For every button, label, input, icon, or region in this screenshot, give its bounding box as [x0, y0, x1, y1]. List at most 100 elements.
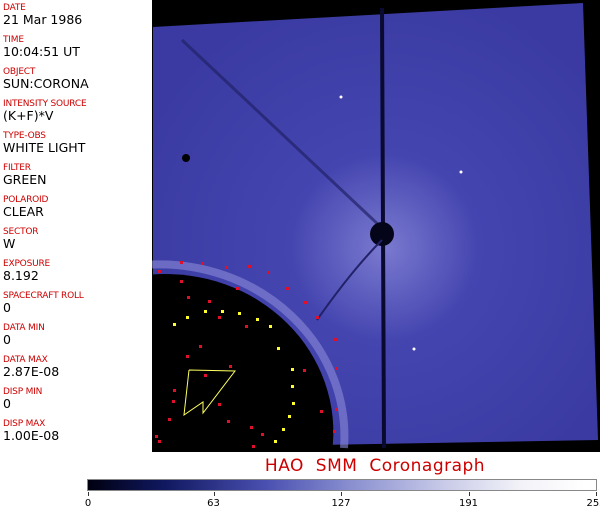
- red-marker: [229, 365, 232, 368]
- yellow-marker: [256, 318, 259, 321]
- yellow-marker: [282, 428, 285, 431]
- field-value: SUN:CORONA: [3, 76, 89, 91]
- star: [459, 170, 463, 174]
- red-marker: [316, 316, 319, 319]
- colorbar-tick-label: 255: [586, 498, 600, 509]
- streamer-edge: [316, 239, 383, 321]
- red-marker: [173, 389, 176, 392]
- field-label: SECTOR: [3, 227, 39, 237]
- coronagraph-image: [152, 0, 600, 452]
- field-filter: FILTER GREEN: [3, 163, 47, 187]
- colorbar-tick-label: 127: [331, 498, 351, 509]
- occulter-halo: [152, 260, 349, 449]
- red-marker: [236, 287, 239, 290]
- yellow-marker: [292, 402, 295, 405]
- dark-spot: [182, 154, 190, 162]
- field-exposure: EXPOSURE 8.192: [3, 259, 50, 283]
- field-disp-max: DISP MAX 1.00E-08: [3, 419, 59, 443]
- red-marker: [199, 345, 202, 348]
- red-marker: [168, 418, 171, 421]
- field-label: EXPOSURE: [3, 259, 51, 269]
- field-label: DISP MIN: [3, 387, 43, 397]
- field-disp-min: DISP MIN 0: [3, 387, 42, 411]
- red-marker: [335, 408, 338, 411]
- instrument-title: HAO SMM Coronagraph: [264, 456, 486, 476]
- red-marker: [334, 338, 337, 341]
- red-marker: [245, 325, 248, 328]
- field-value: 0: [3, 332, 11, 347]
- red-marker: [267, 271, 270, 274]
- field-label: SPACECRAFT ROLL: [3, 291, 84, 301]
- field-value: WHITE LIGHT: [3, 140, 86, 155]
- red-marker: [261, 433, 264, 436]
- red-marker: [335, 367, 338, 370]
- yellow-marker: [173, 323, 176, 326]
- field-label: DATA MIN: [3, 323, 45, 333]
- field-value: 21 Mar 1986: [3, 12, 83, 27]
- red-marker: [250, 426, 253, 429]
- field-time: TIME 10:04:51 UT: [3, 35, 80, 59]
- red-marker: [218, 403, 221, 406]
- field-type-obs: TYPE-OBS WHITE LIGHT: [3, 131, 85, 155]
- field-sector: SECTOR W: [3, 227, 39, 251]
- field-spacecraft-roll: SPACECRAFT ROLL 0: [3, 291, 84, 315]
- field-object: OBJECT SUN:CORONA: [3, 67, 89, 91]
- yellow-marker: [186, 316, 189, 319]
- field-label: DISP MAX: [3, 419, 46, 429]
- colorbar-tick-label: 0: [84, 498, 92, 509]
- red-marker: [208, 300, 211, 303]
- colorbar-tick: [88, 492, 89, 496]
- header-info-panel: DATE 21 Mar 1986 TIME 10:04:51 UT OBJECT SUN:…: [0, 0, 152, 450]
- field-data-min: DATA MIN 0: [3, 323, 45, 347]
- field-label: FILTER: [3, 163, 31, 173]
- red-marker: [304, 301, 307, 304]
- field-label: TIME: [3, 35, 24, 45]
- triangle-overlay: [183, 369, 236, 417]
- field-data-max: DATA MAX 2.87E-08: [3, 355, 59, 379]
- field-value: 10:04:51 UT: [3, 44, 80, 59]
- yellow-marker: [291, 368, 294, 371]
- field-polaroid: POLAROID CLEAR: [3, 195, 48, 219]
- field-value: 8.192: [3, 268, 39, 283]
- colorbar-tick: [213, 492, 215, 496]
- colorbar-tick: [596, 492, 597, 496]
- yellow-marker: [288, 415, 291, 418]
- pylon-shadow: [180, 38, 384, 230]
- field-label: INTENSITY SOURCE: [3, 99, 87, 109]
- field-date: DATE 21 Mar 1986: [3, 3, 82, 27]
- field-value: GREEN: [3, 172, 47, 187]
- red-marker: [201, 262, 204, 265]
- field-label: OBJECT: [3, 67, 36, 77]
- field-label: DATA MAX: [3, 355, 48, 365]
- red-marker: [218, 316, 221, 319]
- field-value: (K+F)*V: [3, 108, 54, 123]
- field-value: 0: [3, 300, 11, 315]
- occulting-disk: [152, 274, 334, 452]
- yellow-marker: [291, 385, 294, 388]
- red-marker: [227, 420, 230, 423]
- field-value: 1.00E-08: [3, 428, 60, 443]
- field-label: TYPE-OBS: [3, 131, 46, 141]
- star: [339, 95, 343, 99]
- red-marker: [180, 280, 183, 283]
- field-value: 0: [3, 396, 11, 411]
- red-marker: [158, 440, 161, 443]
- colorbar-tick-label: 191: [458, 498, 479, 509]
- red-marker: [155, 435, 158, 438]
- red-marker: [320, 410, 323, 413]
- red-marker: [187, 296, 190, 299]
- yellow-marker: [277, 347, 280, 350]
- red-marker: [252, 445, 255, 448]
- red-marker: [180, 261, 183, 264]
- star: [412, 347, 416, 351]
- colorbar-tick: [468, 492, 470, 496]
- red-marker: [186, 355, 189, 358]
- yellow-marker: [204, 310, 207, 313]
- red-marker: [303, 369, 306, 372]
- red-marker: [286, 287, 289, 290]
- red-marker: [158, 270, 161, 273]
- colorbar-tick: [341, 492, 342, 496]
- grid-markers: [155, 261, 338, 448]
- colorbar-tick-label: 63: [207, 498, 220, 509]
- yellow-marker: [221, 310, 224, 313]
